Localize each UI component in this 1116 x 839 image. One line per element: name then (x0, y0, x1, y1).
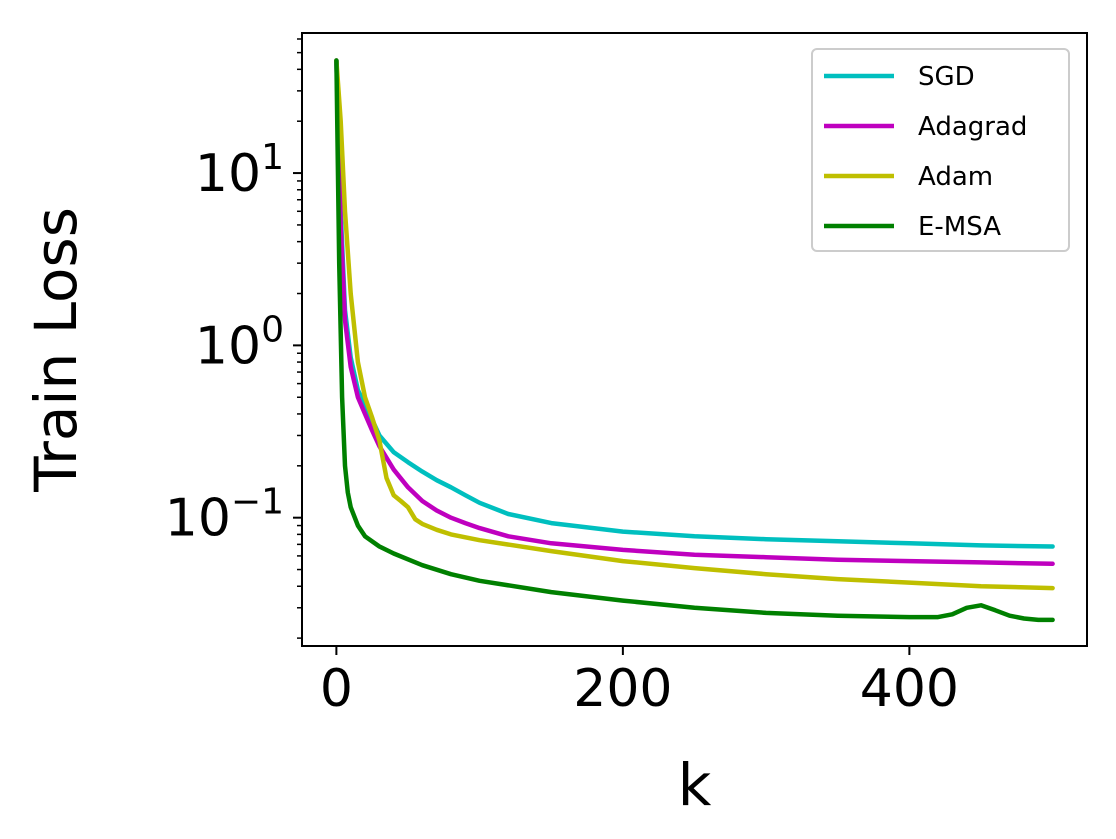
legend-box (811, 48, 1070, 252)
legend-label: E-MSA (918, 212, 1001, 242)
x-tick-label: 0 (320, 659, 353, 719)
y-axis-label: Train Loss (22, 207, 90, 493)
legend-label: Adagrad (918, 112, 1027, 142)
legend-label: SGD (918, 62, 975, 92)
series-line-adagrad (334, 58, 1055, 567)
legend: SGD Adagrad Adam E-MSA (811, 48, 1070, 252)
x-tick-label: 200 (573, 659, 672, 719)
x-axis-label: k (678, 751, 712, 819)
axes: 0 200 400 10−1 100 101 k Train Loss (22, 32, 1088, 819)
y-tick-label: 100 (195, 309, 284, 376)
y-tick-label: 10−1 (165, 482, 284, 549)
legend-label: Adam (918, 162, 993, 192)
y-tick-label: 101 (195, 137, 284, 204)
series-line-e-msa (334, 58, 1055, 623)
series-line-adam (334, 58, 1055, 591)
plot-area (334, 58, 1055, 623)
axes-frame (301, 32, 1088, 647)
x-tick-label: 400 (860, 659, 959, 719)
